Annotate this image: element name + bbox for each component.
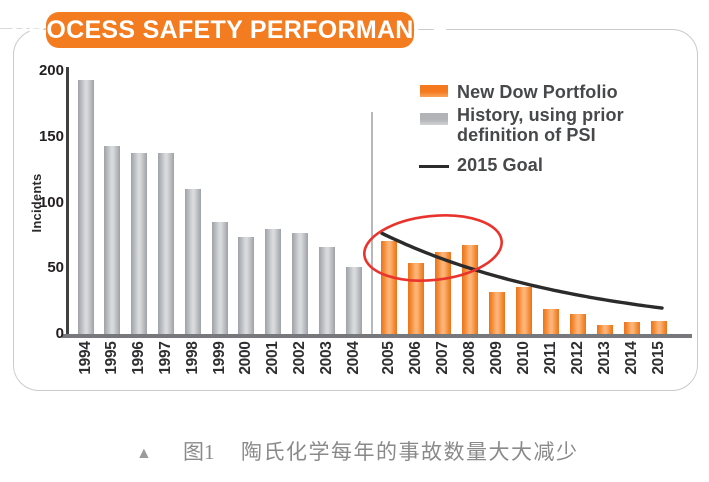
x-label-1996: 1996 bbox=[130, 341, 148, 375]
x-label-2000: 2000 bbox=[237, 341, 255, 375]
y-tick-100: 100 bbox=[38, 193, 64, 211]
legend-label-history: History, using prior definition of PSI bbox=[457, 105, 624, 145]
x-label-2006: 2006 bbox=[407, 341, 424, 375]
legend-label-goal: 2015 Goal bbox=[457, 155, 543, 175]
x-label-2013: 2013 bbox=[596, 341, 613, 375]
y-axis-line bbox=[66, 67, 69, 337]
x-axis-line bbox=[62, 334, 692, 338]
bar-2012 bbox=[570, 314, 586, 334]
bar-2007 bbox=[435, 252, 451, 334]
bar-2008 bbox=[462, 244, 478, 334]
bar-1997 bbox=[157, 152, 174, 334]
bar-2004 bbox=[345, 266, 362, 334]
x-label-2012: 2012 bbox=[569, 341, 586, 375]
bar-2014 bbox=[624, 322, 640, 334]
x-label-2010: 2010 bbox=[515, 341, 532, 375]
bar-1998 bbox=[184, 189, 201, 334]
legend-label-new-dow: New Dow Portfolio bbox=[457, 82, 618, 102]
y-tick-0: 0 bbox=[55, 325, 64, 342]
x-label-1995: 1995 bbox=[103, 341, 121, 375]
caption-figure-label: 图1 bbox=[183, 440, 215, 464]
y-tick-150: 150 bbox=[38, 127, 64, 145]
x-label-1994: 1994 bbox=[76, 341, 94, 375]
bar-2009 bbox=[489, 291, 505, 334]
x-label-2004: 2004 bbox=[344, 341, 362, 375]
x-label-2014: 2014 bbox=[623, 341, 640, 375]
bar-1996 bbox=[131, 152, 148, 334]
x-label-2008: 2008 bbox=[461, 341, 478, 375]
bar-1994 bbox=[77, 80, 94, 334]
chart-title-badge: PROCESS SAFETY PERFORMANCE bbox=[11, 12, 449, 48]
bar-2003 bbox=[318, 247, 335, 334]
bar-2013 bbox=[597, 324, 613, 334]
era-divider-line bbox=[370, 112, 373, 334]
bar-1995 bbox=[104, 145, 121, 334]
bar-2006 bbox=[408, 262, 424, 334]
y-tick-200: 200 bbox=[38, 62, 64, 79]
bar-1999 bbox=[211, 222, 228, 334]
caption-triangle-icon: ▲ bbox=[136, 445, 152, 462]
bar-2001 bbox=[265, 228, 282, 334]
bar-2005 bbox=[381, 240, 397, 334]
x-label-2007: 2007 bbox=[434, 341, 451, 375]
x-label-2002: 2002 bbox=[290, 341, 308, 375]
bar-2010 bbox=[516, 286, 532, 334]
left-edge-rule bbox=[0, 28, 46, 29]
y-tick-50: 50 bbox=[47, 259, 64, 277]
bar-2002 bbox=[291, 232, 308, 334]
x-label-2015: 2015 bbox=[650, 341, 667, 375]
chart-title: PROCESS SAFETY PERFORMANCE bbox=[11, 15, 449, 44]
x-label-2005: 2005 bbox=[380, 341, 397, 375]
x-label-2001: 2001 bbox=[264, 341, 282, 375]
legend-swatch-history bbox=[420, 113, 448, 125]
legend-swatch-goal-line bbox=[419, 165, 449, 168]
x-label-2009: 2009 bbox=[488, 341, 505, 375]
bar-2000 bbox=[238, 236, 255, 334]
bar-2015 bbox=[651, 320, 667, 334]
caption-text: 陶氏化学每年的事故数量大大减少 bbox=[241, 440, 579, 464]
bar-2011 bbox=[543, 309, 559, 334]
x-label-1997: 1997 bbox=[156, 341, 174, 375]
x-label-2003: 2003 bbox=[317, 341, 335, 375]
x-label-2011: 2011 bbox=[542, 341, 559, 375]
x-label-1998: 1998 bbox=[183, 341, 201, 375]
legend-swatch-new-dow bbox=[420, 85, 448, 97]
x-label-1999: 1999 bbox=[210, 341, 228, 375]
